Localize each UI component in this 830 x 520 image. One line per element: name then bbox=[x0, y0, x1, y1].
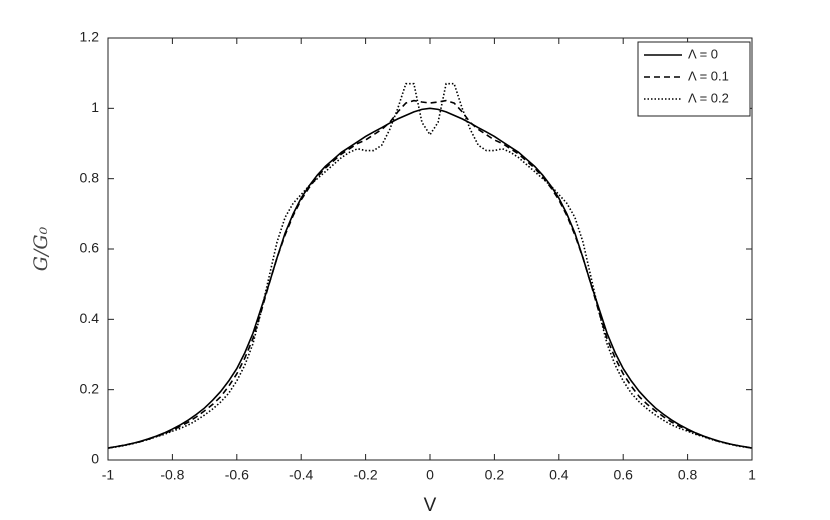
x-tick-label: 0 bbox=[426, 467, 434, 483]
y-tick-label: 0.6 bbox=[80, 240, 100, 256]
y-tick-label: 1 bbox=[91, 99, 99, 115]
x-tick-label: -0.8 bbox=[160, 467, 184, 483]
x-tick-label: 0.4 bbox=[549, 467, 569, 483]
legend-label: Λ = 0 bbox=[688, 46, 718, 61]
x-tick-label: 1 bbox=[748, 467, 756, 483]
y-tick-label: 0.8 bbox=[80, 169, 100, 185]
legend-label: Λ = 0.1 bbox=[688, 68, 729, 83]
y-tick-label: 0 bbox=[91, 451, 99, 467]
x-axis-label: V bbox=[424, 495, 437, 516]
x-tick-label: 0.2 bbox=[485, 467, 505, 483]
x-tick-label: -0.4 bbox=[289, 467, 313, 483]
x-tick-label: -1 bbox=[102, 467, 115, 483]
legend-label: Λ = 0.2 bbox=[688, 90, 729, 105]
plot-frame bbox=[107, 37, 753, 461]
x-tick-label: -0.6 bbox=[225, 467, 249, 483]
x-tick-label: 0.8 bbox=[678, 467, 698, 483]
x-tick-label: -0.2 bbox=[354, 467, 378, 483]
y-tick-label: 0.2 bbox=[80, 380, 100, 396]
y-tick-label: 1.2 bbox=[80, 29, 100, 45]
x-tick-label: 0.6 bbox=[613, 467, 633, 483]
series-line bbox=[107, 107, 753, 449]
series-line bbox=[107, 82, 753, 449]
y-tick-label: 0.4 bbox=[80, 310, 100, 326]
y-axis-label: G/G₀ bbox=[30, 226, 52, 271]
